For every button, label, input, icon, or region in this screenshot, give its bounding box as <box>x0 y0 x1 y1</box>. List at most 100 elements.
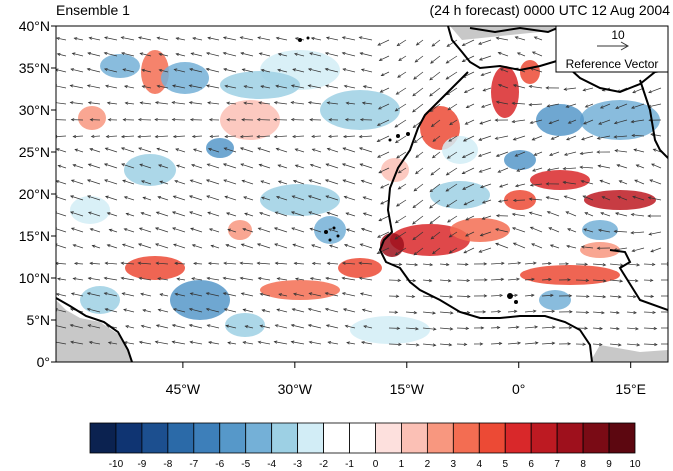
wind-vector-head <box>69 323 74 328</box>
wind-vector-head <box>445 76 450 80</box>
wind-vector-head <box>342 179 347 183</box>
wind-vector <box>71 293 84 297</box>
wind-vector <box>139 277 152 281</box>
wind-vector <box>439 327 453 330</box>
wind-vector <box>275 211 288 217</box>
wind-vector-head <box>226 118 230 122</box>
wind-vector-head <box>565 211 570 215</box>
wind-vector <box>104 52 118 57</box>
wind-vector <box>346 102 356 105</box>
wind-vector-head <box>139 163 143 167</box>
wind-vector-head <box>396 42 401 47</box>
wind-vector-head <box>124 101 129 105</box>
wind-vector <box>223 292 237 297</box>
wind-vector-head <box>398 57 402 61</box>
wind-vector-head <box>123 308 127 312</box>
wind-vector-head <box>596 246 601 250</box>
wind-vector-head <box>394 124 399 128</box>
anomaly-patch <box>584 190 656 210</box>
wind-vector <box>207 212 220 217</box>
anomaly-patch <box>225 313 265 337</box>
wind-vector-head <box>548 227 552 231</box>
wind-vector-head <box>430 236 435 240</box>
wind-vector <box>651 163 662 169</box>
wind-vector <box>172 324 186 329</box>
wind-vector-head <box>256 261 261 265</box>
wind-vector <box>422 327 436 330</box>
wind-vector <box>549 151 560 156</box>
wind-vector-head <box>463 89 468 93</box>
wind-vector <box>626 311 637 314</box>
wind-vector <box>592 327 603 330</box>
wind-vector-head <box>72 134 77 139</box>
wind-vector-head <box>429 220 434 225</box>
wind-vector <box>70 102 84 105</box>
wind-vector-head <box>243 101 247 105</box>
wind-vector <box>190 228 203 233</box>
wind-vector <box>294 53 305 57</box>
wind-vector-head <box>88 340 93 345</box>
wind-vector-head <box>648 90 652 94</box>
wind-vector <box>581 180 594 185</box>
wind-vector <box>309 52 322 57</box>
wind-vector <box>563 167 577 170</box>
wind-vector-head <box>260 180 265 184</box>
wind-vector-head <box>531 243 535 247</box>
wind-vector <box>312 148 322 153</box>
wind-vector-head <box>290 324 295 328</box>
wind-vector-head <box>450 311 454 315</box>
wind-vector-head <box>274 324 279 328</box>
wind-vector-head <box>123 228 128 232</box>
wind-vector <box>422 279 432 282</box>
wind-vector-head <box>617 195 621 199</box>
wind-vector <box>125 325 135 329</box>
wind-vector-head <box>618 295 622 299</box>
wind-vector-head <box>413 139 418 144</box>
wind-vector-head <box>546 168 551 172</box>
wind-vector <box>412 231 424 240</box>
wind-vector-head <box>325 324 330 328</box>
wind-vector <box>439 311 453 314</box>
wind-vector <box>529 212 543 217</box>
wind-vector-head <box>496 326 501 330</box>
wind-vector-head <box>449 121 453 126</box>
wind-vector-head <box>206 51 210 56</box>
wind-vector <box>295 164 305 169</box>
wind-vector-head <box>551 341 556 345</box>
wind-vector <box>309 292 322 297</box>
wind-vector-head <box>360 340 365 345</box>
wind-vector <box>173 308 186 313</box>
wind-vector-head <box>224 84 229 88</box>
wind-vector <box>142 309 152 313</box>
colorbar-swatch <box>426 422 454 454</box>
wind-vector <box>189 195 203 201</box>
wind-vector <box>257 37 271 41</box>
wind-vector-head <box>124 85 128 89</box>
wind-vector <box>585 103 594 108</box>
wind-vector-head <box>171 118 176 122</box>
wind-vector-head <box>120 135 125 139</box>
wind-vector <box>245 325 254 329</box>
wind-vector-head <box>328 228 332 232</box>
wind-vector <box>498 199 509 202</box>
wind-vector-head <box>241 68 246 72</box>
wind-vector <box>626 327 639 330</box>
wind-vector-head <box>615 212 619 216</box>
wind-vector <box>122 292 135 297</box>
wind-vector <box>207 37 220 41</box>
wind-vector-head <box>223 179 227 183</box>
wind-vector <box>141 212 152 217</box>
wind-vector-head <box>652 148 657 152</box>
wind-vector <box>325 52 339 57</box>
wind-vector <box>172 341 186 345</box>
colorbar-label: 4 <box>476 459 483 470</box>
wind-vector <box>138 147 152 153</box>
wind-vector <box>496 37 509 41</box>
wind-vector-head <box>103 276 108 280</box>
wind-vector-head <box>208 340 212 345</box>
wind-vector <box>414 135 424 143</box>
wind-vector <box>448 135 458 142</box>
wind-vector-head <box>329 244 333 248</box>
wind-vector-head <box>514 184 519 188</box>
wind-vector <box>379 55 390 61</box>
